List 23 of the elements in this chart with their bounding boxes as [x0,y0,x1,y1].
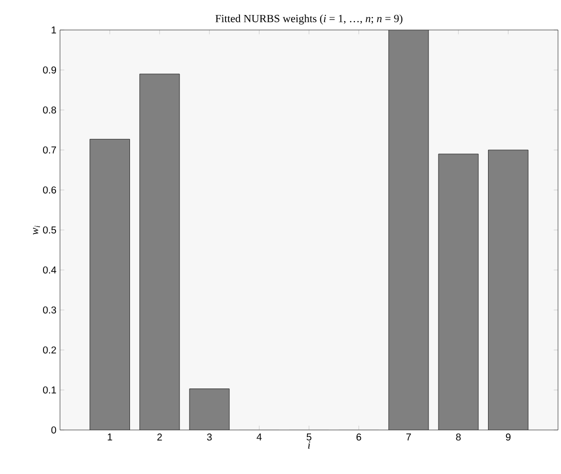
x-tick-label: 5 [306,434,312,440]
y-tick-label: 0.2 [43,346,56,354]
x-tick-label: 4 [256,434,262,440]
y-tick-label: 1 [52,26,56,34]
y-tick-label: 0 [51,426,56,434]
y-axis-title: w$_{i}$ [33,226,40,235]
y-tick-label: 0.1 [43,386,56,394]
y-tick-label: 0.7 [43,146,56,154]
x-tick-label: 7 [406,434,411,440]
y-tick-label: 0.9 [43,66,56,74]
x-axis-title: i [308,441,310,449]
y-tick-label: 0.3 [43,306,56,314]
y-tick-label: 0.5 [43,226,56,234]
x-tick-label: 2 [157,434,162,440]
y-tick-label: 0.4 [43,266,56,274]
y-tick-label: 0.6 [43,186,56,194]
x-tick-label: 9 [506,434,511,441]
x-tick-label: 1 [108,434,112,440]
x-tick-label: 3 [207,434,212,441]
y-tick-label: 0.8 [43,106,56,114]
x-tick-label: 8 [456,434,461,441]
x-tick-label: 6 [356,434,362,441]
chart-title: Fitted NURBS weights (i = 1, …, n; n = 9) [215,14,402,24]
